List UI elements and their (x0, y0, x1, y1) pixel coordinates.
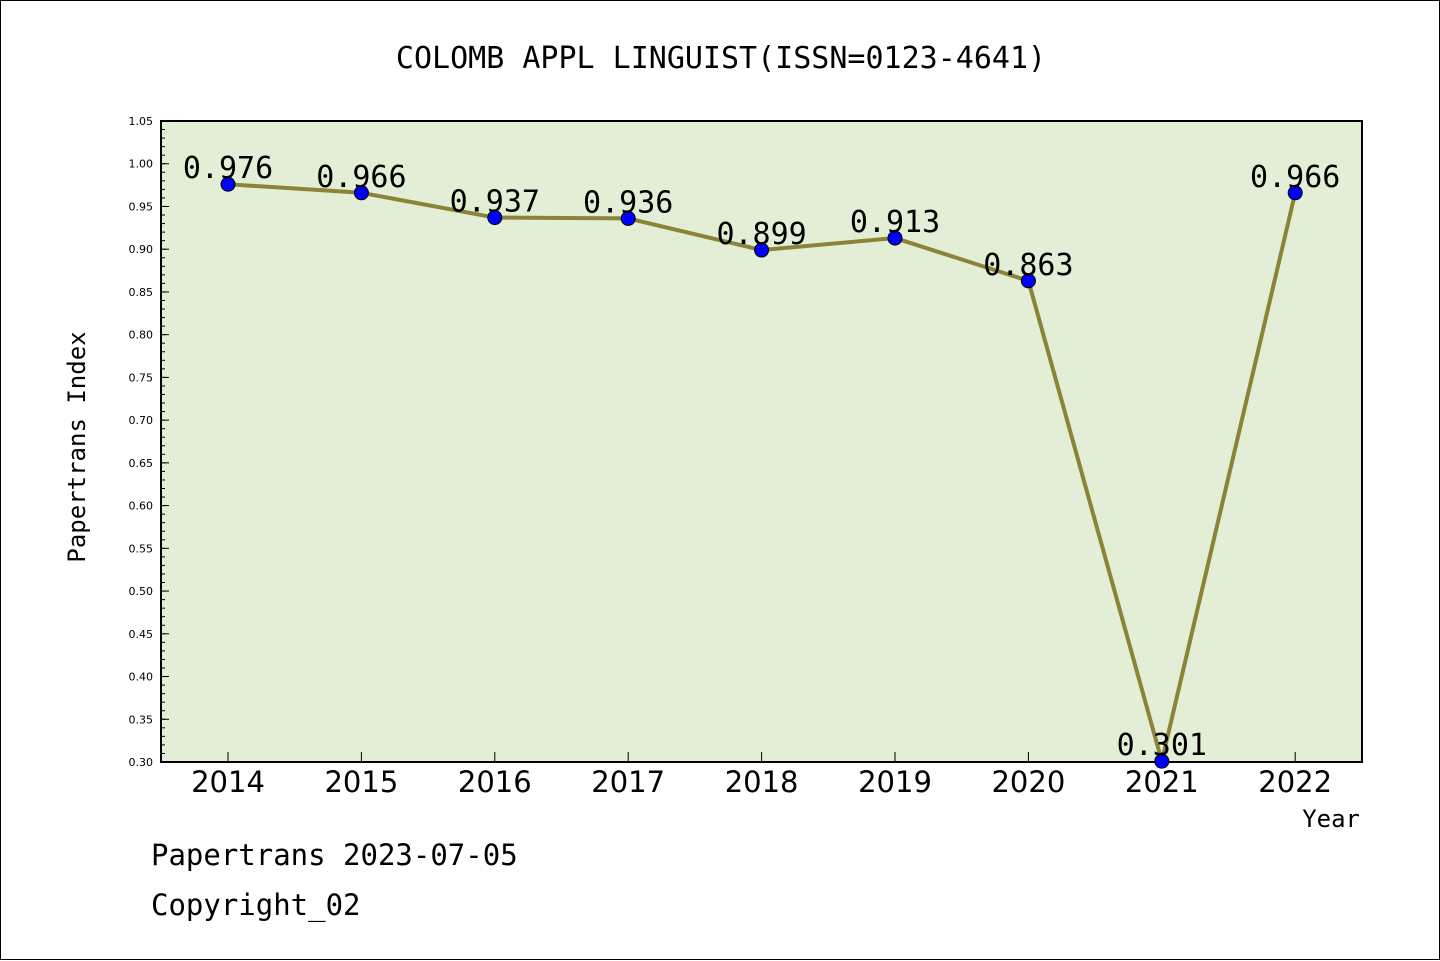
y-tick-label: 0.40 (129, 671, 154, 684)
y-tick-label: 0.30 (129, 756, 154, 769)
y-tick-label: 0.45 (129, 628, 154, 641)
data-label: 0.301 (1117, 728, 1207, 763)
data-label: 0.936 (583, 185, 673, 220)
data-label: 0.966 (316, 160, 406, 195)
y-axis-ticks: 0.30 0.35 0.40 0.45 0.50 0.55 0.60 0.65 0.70 0.75… (129, 115, 169, 769)
x-tick-label: 2019 (858, 765, 932, 799)
data-label: 0.976 (183, 151, 273, 186)
y-tick-label: 0.95 (129, 200, 154, 213)
data-point (353, 185, 369, 201)
x-tick-label: 2015 (324, 765, 398, 799)
data-point (220, 176, 236, 192)
x-axis-ticks: 2014 2015 2016 2017 2018 2019 2020 2021 2022 (191, 752, 1332, 799)
x-tick-label: 2018 (725, 765, 799, 799)
data-point (1020, 273, 1036, 289)
y-tick-label: 1.00 (129, 158, 154, 171)
data-point (487, 210, 503, 226)
data-label: 0.863 (983, 248, 1073, 283)
data-label: 0.913 (850, 205, 940, 240)
footer-date: Papertrans 2023-07-05 (151, 838, 518, 872)
y-tick-label: 0.80 (129, 329, 154, 342)
y-tick-label: 0.90 (129, 243, 154, 256)
plot-area (160, 120, 1363, 763)
x-tick-label: 2014 (191, 765, 265, 799)
x-axis-label: Year (1302, 805, 1360, 833)
data-labels-group: 0.976 0.966 0.937 0.936 0.899 0.913 0.863 0.301… (183, 151, 1341, 763)
data-point (1154, 753, 1170, 769)
y-tick-label: 0.75 (129, 371, 154, 384)
y-axis-label: Papertrans Index (63, 331, 91, 562)
y-tick-label: 0.85 (129, 286, 154, 299)
data-point (887, 230, 903, 246)
y-tick-label: 0.65 (129, 457, 154, 470)
footer-copyright: Copyright_02 (151, 888, 361, 923)
y-tick-label: 0.50 (129, 585, 154, 598)
data-label: 0.937 (450, 185, 540, 220)
x-tick-label: 2020 (991, 765, 1065, 799)
data-point (1287, 185, 1303, 201)
chart-title: COLOMB APPL LINGUIST(ISSN=0123-4641) (396, 41, 1046, 76)
y-tick-label: 1.05 (129, 115, 154, 128)
y-tick-label: 0.60 (129, 500, 154, 513)
data-label: 0.966 (1250, 160, 1340, 195)
x-tick-label: 2016 (458, 765, 532, 799)
points-group (220, 176, 1303, 769)
x-tick-label: 2022 (1258, 765, 1332, 799)
y-tick-label: 0.35 (129, 713, 154, 726)
y-tick-label: 0.55 (129, 542, 154, 555)
x-tick-label: 2021 (1125, 765, 1199, 799)
data-label: 0.899 (716, 217, 806, 252)
data-point (620, 210, 636, 226)
data-point (754, 242, 770, 258)
y-tick-label: 0.70 (129, 414, 154, 427)
x-tick-label: 2017 (591, 765, 665, 799)
